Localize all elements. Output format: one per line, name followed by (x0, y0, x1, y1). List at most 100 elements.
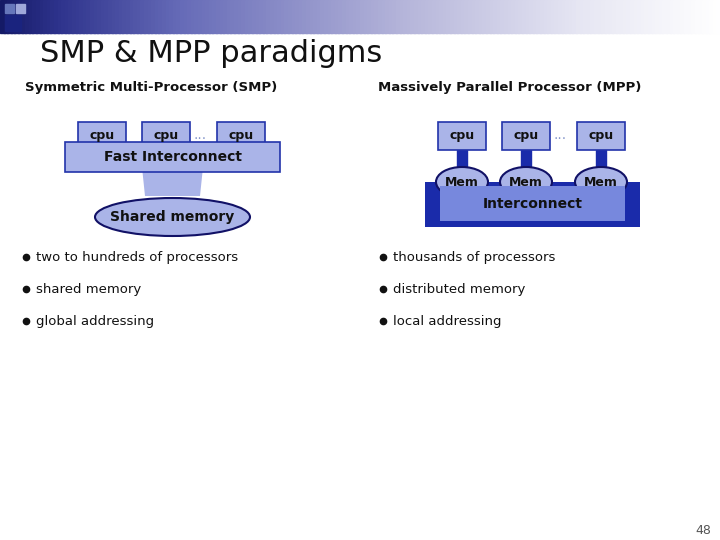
Bar (385, 0, 390, 33)
Text: Symmetric Multi-Processor (SMP): Symmetric Multi-Processor (SMP) (25, 80, 277, 93)
Bar (378, 0, 382, 33)
Bar (40, 0, 44, 33)
Bar (72, 0, 76, 33)
Bar (349, 0, 354, 33)
Bar (533, 0, 537, 33)
Bar (4, 0, 8, 33)
Bar (101, 0, 105, 33)
Bar (209, 0, 213, 33)
Bar (367, 0, 372, 33)
Bar (161, 142, 171, 150)
Bar (396, 0, 400, 33)
Bar (490, 0, 494, 33)
Bar (216, 0, 220, 33)
Bar (596, 150, 606, 167)
Text: local addressing: local addressing (393, 314, 502, 327)
Bar (104, 0, 109, 33)
Bar (328, 0, 332, 33)
Bar (22, 0, 26, 33)
Bar (122, 0, 127, 33)
Bar (716, 0, 720, 33)
Bar (58, 0, 62, 33)
Bar (245, 0, 249, 33)
Bar (259, 0, 264, 33)
Bar (410, 0, 415, 33)
Bar (223, 0, 228, 33)
Text: global addressing: global addressing (36, 314, 154, 327)
Bar (511, 0, 516, 33)
Bar (623, 0, 627, 33)
Bar (227, 0, 231, 33)
Bar (292, 0, 296, 33)
Bar (540, 0, 544, 33)
Bar (601, 0, 606, 33)
Bar (598, 0, 602, 33)
Bar (428, 0, 433, 33)
Bar (148, 0, 152, 33)
Bar (241, 0, 246, 33)
Bar (421, 0, 426, 33)
Text: Mem: Mem (584, 176, 618, 188)
Bar (457, 182, 467, 197)
Text: cpu: cpu (449, 130, 474, 143)
Bar (655, 0, 660, 33)
Bar (418, 0, 422, 33)
Text: Fast Interconnect: Fast Interconnect (104, 150, 241, 164)
Bar (230, 0, 235, 33)
Bar (684, 0, 688, 33)
Bar (630, 0, 634, 33)
Bar (662, 0, 667, 33)
Bar (446, 0, 451, 33)
Bar (212, 0, 217, 33)
Bar (439, 0, 444, 33)
Bar (521, 182, 531, 197)
Bar (706, 0, 710, 33)
Bar (356, 0, 361, 33)
Bar (544, 0, 548, 33)
FancyBboxPatch shape (438, 122, 486, 150)
Bar (202, 0, 206, 33)
Bar (576, 0, 580, 33)
Bar (594, 0, 598, 33)
Bar (25, 0, 30, 33)
Bar (0, 0, 4, 33)
Bar (652, 0, 656, 33)
Bar (526, 0, 530, 33)
Bar (248, 0, 253, 33)
Text: cpu: cpu (513, 130, 539, 143)
FancyBboxPatch shape (142, 122, 190, 150)
Bar (97, 142, 107, 150)
Bar (169, 0, 174, 33)
Text: thousands of processors: thousands of processors (393, 251, 555, 264)
Bar (140, 0, 145, 33)
Bar (475, 0, 480, 33)
Text: cpu: cpu (588, 130, 613, 143)
Bar (472, 0, 476, 33)
Bar (680, 0, 685, 33)
Bar (666, 0, 670, 33)
Bar (353, 0, 357, 33)
Bar (90, 0, 94, 33)
Bar (464, 0, 469, 33)
Bar (698, 0, 703, 33)
Ellipse shape (436, 167, 488, 197)
Bar (374, 0, 379, 33)
Ellipse shape (95, 198, 250, 236)
Bar (133, 0, 138, 33)
Bar (407, 0, 411, 33)
Bar (61, 0, 66, 33)
Bar (551, 0, 555, 33)
Bar (256, 0, 260, 33)
Bar (616, 0, 620, 33)
Bar (295, 0, 300, 33)
Bar (155, 0, 159, 33)
Bar (637, 0, 642, 33)
Bar (47, 0, 51, 33)
Bar (184, 0, 188, 33)
Bar (263, 0, 267, 33)
Bar (238, 0, 242, 33)
Bar (270, 0, 274, 33)
Bar (486, 0, 490, 33)
Bar (115, 0, 120, 33)
Bar (583, 0, 588, 33)
